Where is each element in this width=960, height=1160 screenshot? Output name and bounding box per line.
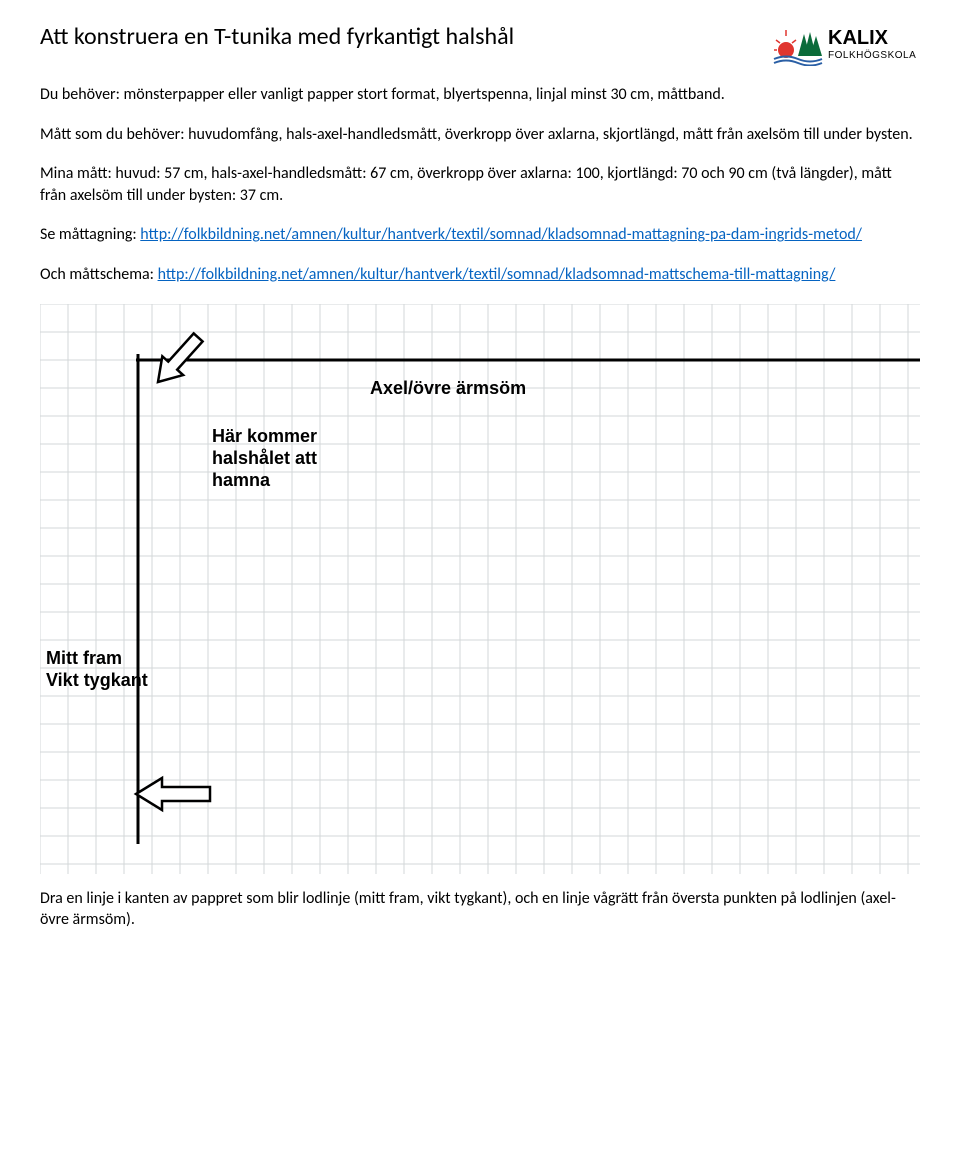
diagram-label-left2: Vikt tygkant: [46, 670, 148, 690]
mattschema-link[interactable]: http://folkbildning.net/amnen/kultur/han…: [158, 265, 836, 284]
diagram-label-mid1: Här kommer: [212, 426, 317, 446]
kalix-logo: KALIX FOLKHÖGSKOLA: [770, 22, 920, 66]
logo-title: KALIX: [828, 27, 889, 49]
measurements-needed: Mått som du behöver: huvudomfång, hals-a…: [40, 124, 920, 146]
diagram-label-mid3: hamna: [212, 470, 271, 490]
my-measurements: Mina mått: huvud: 57 cm, hals-axel-handl…: [40, 163, 920, 206]
intro-needs: Du behöver: mönsterpapper eller vanligt …: [40, 84, 920, 106]
diagram-label-top: Axel/övre ärmsöm: [370, 378, 526, 398]
pattern-diagram: Axel/övre ärmsöm Här kommer halshålet at…: [40, 304, 920, 874]
page-title: Att konstruera en T-tunika med fyrkantig…: [40, 22, 514, 51]
logo-subtitle: FOLKHÖGSKOLA: [828, 49, 916, 61]
instruction-bottom: Dra en linje i kanten av pappret som bli…: [40, 888, 920, 931]
diagram-label-left1: Mitt fram: [46, 648, 122, 668]
link-paragraph-2: Och måttschema: http://folkbildning.net/…: [40, 264, 920, 286]
link2-prefix: Och måttschema:: [40, 265, 158, 284]
diagram-label-mid2: halshålet att: [212, 448, 317, 468]
link1-prefix: Se måttagning:: [40, 225, 140, 244]
mattagning-link[interactable]: http://folkbildning.net/amnen/kultur/han…: [140, 225, 862, 244]
link-paragraph-1: Se måttagning: http://folkbildning.net/a…: [40, 224, 920, 246]
